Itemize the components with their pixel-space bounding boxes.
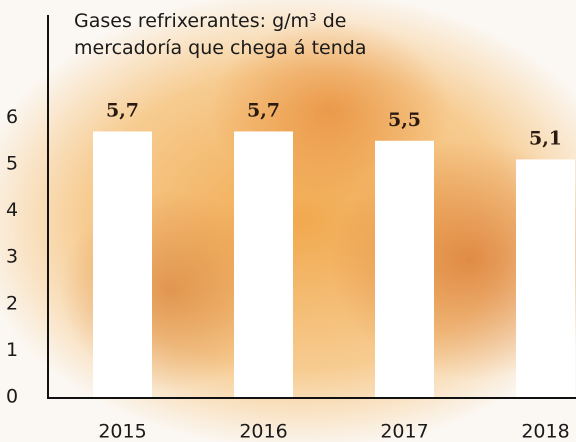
bar	[375, 140, 434, 397]
value-label: 5,5	[388, 109, 421, 131]
chart-title: Gases refrixerantes: g/m³ de mercadoría …	[74, 10, 367, 59]
y-tick-label: 4	[6, 199, 18, 221]
y-tick-label: 5	[6, 153, 18, 175]
y-tick-label: 1	[6, 339, 18, 361]
x-tick-label: 2017	[380, 421, 428, 442]
bar	[516, 159, 575, 397]
value-label: 5,7	[106, 99, 139, 121]
y-tick-label: 3	[6, 246, 18, 268]
y-tick-label: 6	[6, 106, 18, 128]
y-tick-label: 0	[6, 386, 18, 408]
x-tick-label: 2018	[521, 421, 569, 442]
bar	[93, 131, 152, 397]
value-label: 5,7	[247, 99, 280, 121]
x-tick-label: 2016	[239, 421, 287, 442]
y-tick-label: 2	[6, 292, 18, 314]
bar	[234, 131, 293, 397]
x-tick-label: 2015	[98, 421, 146, 442]
value-label: 5,1	[529, 127, 562, 149]
